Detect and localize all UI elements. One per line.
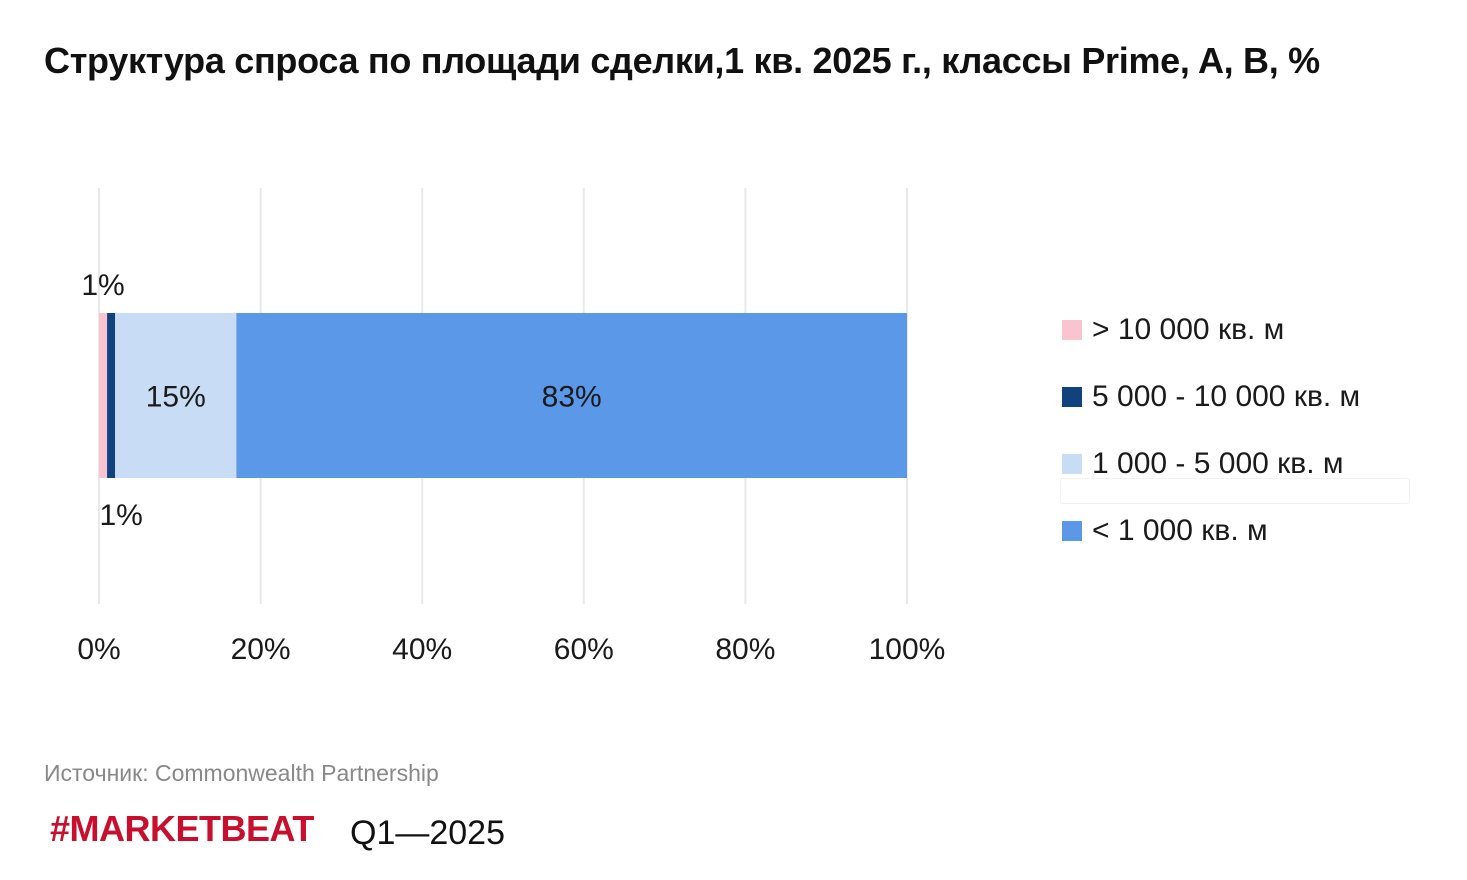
- legend-label: 5 000 - 10 000 кв. м: [1092, 379, 1361, 413]
- data-label: 1%: [99, 499, 142, 532]
- legend-label: < 1 000 кв. м: [1092, 513, 1268, 547]
- bar-segment: [107, 313, 116, 478]
- chart-title: Структура спроса по площади сделки,1 кв.…: [44, 40, 1320, 81]
- period-label: Q1—2025: [350, 814, 505, 852]
- brand-logo: #MARKETBEAT: [50, 808, 314, 849]
- legend-item[interactable]: > 10 000 кв. м: [1062, 296, 1360, 363]
- bar-segment: [236, 313, 908, 478]
- legend-swatch: [1062, 319, 1082, 340]
- legend-item[interactable]: < 1 000 кв. м: [1062, 497, 1360, 564]
- legend-label: 1 000 - 5 000 кв. м: [1092, 446, 1344, 480]
- x-tick-label: 60%: [554, 633, 614, 666]
- legend: > 10 000 кв. м 5 000 - 10 000 кв. м 1 00…: [1062, 296, 1360, 564]
- bar-segment: [115, 313, 237, 478]
- x-tick-label: 40%: [392, 633, 452, 666]
- data-label: 1%: [81, 269, 124, 302]
- stacked-bar: [99, 313, 908, 478]
- data-label: 15%: [146, 381, 206, 414]
- x-tick-label: 80%: [715, 633, 775, 666]
- x-axis-ticks: 0% 20% 40% 60% 80% 100%: [77, 633, 945, 666]
- legend-entry-hover-outline: [1060, 478, 1410, 504]
- source-note: Источник: Commonwealth Partnership: [44, 760, 439, 786]
- legend-label: > 10 000 кв. м: [1092, 312, 1285, 346]
- legend-swatch: [1062, 386, 1082, 407]
- x-tick-label: 100%: [869, 633, 946, 666]
- legend-swatch: [1062, 520, 1082, 541]
- legend-item[interactable]: 5 000 - 10 000 кв. м: [1062, 363, 1360, 430]
- bar-segment: [99, 313, 108, 478]
- x-tick-label: 0%: [77, 633, 120, 666]
- data-label: 83%: [542, 381, 602, 414]
- x-tick-label: 20%: [231, 633, 291, 666]
- legend-swatch: [1062, 453, 1082, 474]
- data-labels: 1% 1% 15% 83%: [81, 269, 601, 532]
- legend-item[interactable]: 1 000 - 5 000 кв. м: [1062, 430, 1360, 497]
